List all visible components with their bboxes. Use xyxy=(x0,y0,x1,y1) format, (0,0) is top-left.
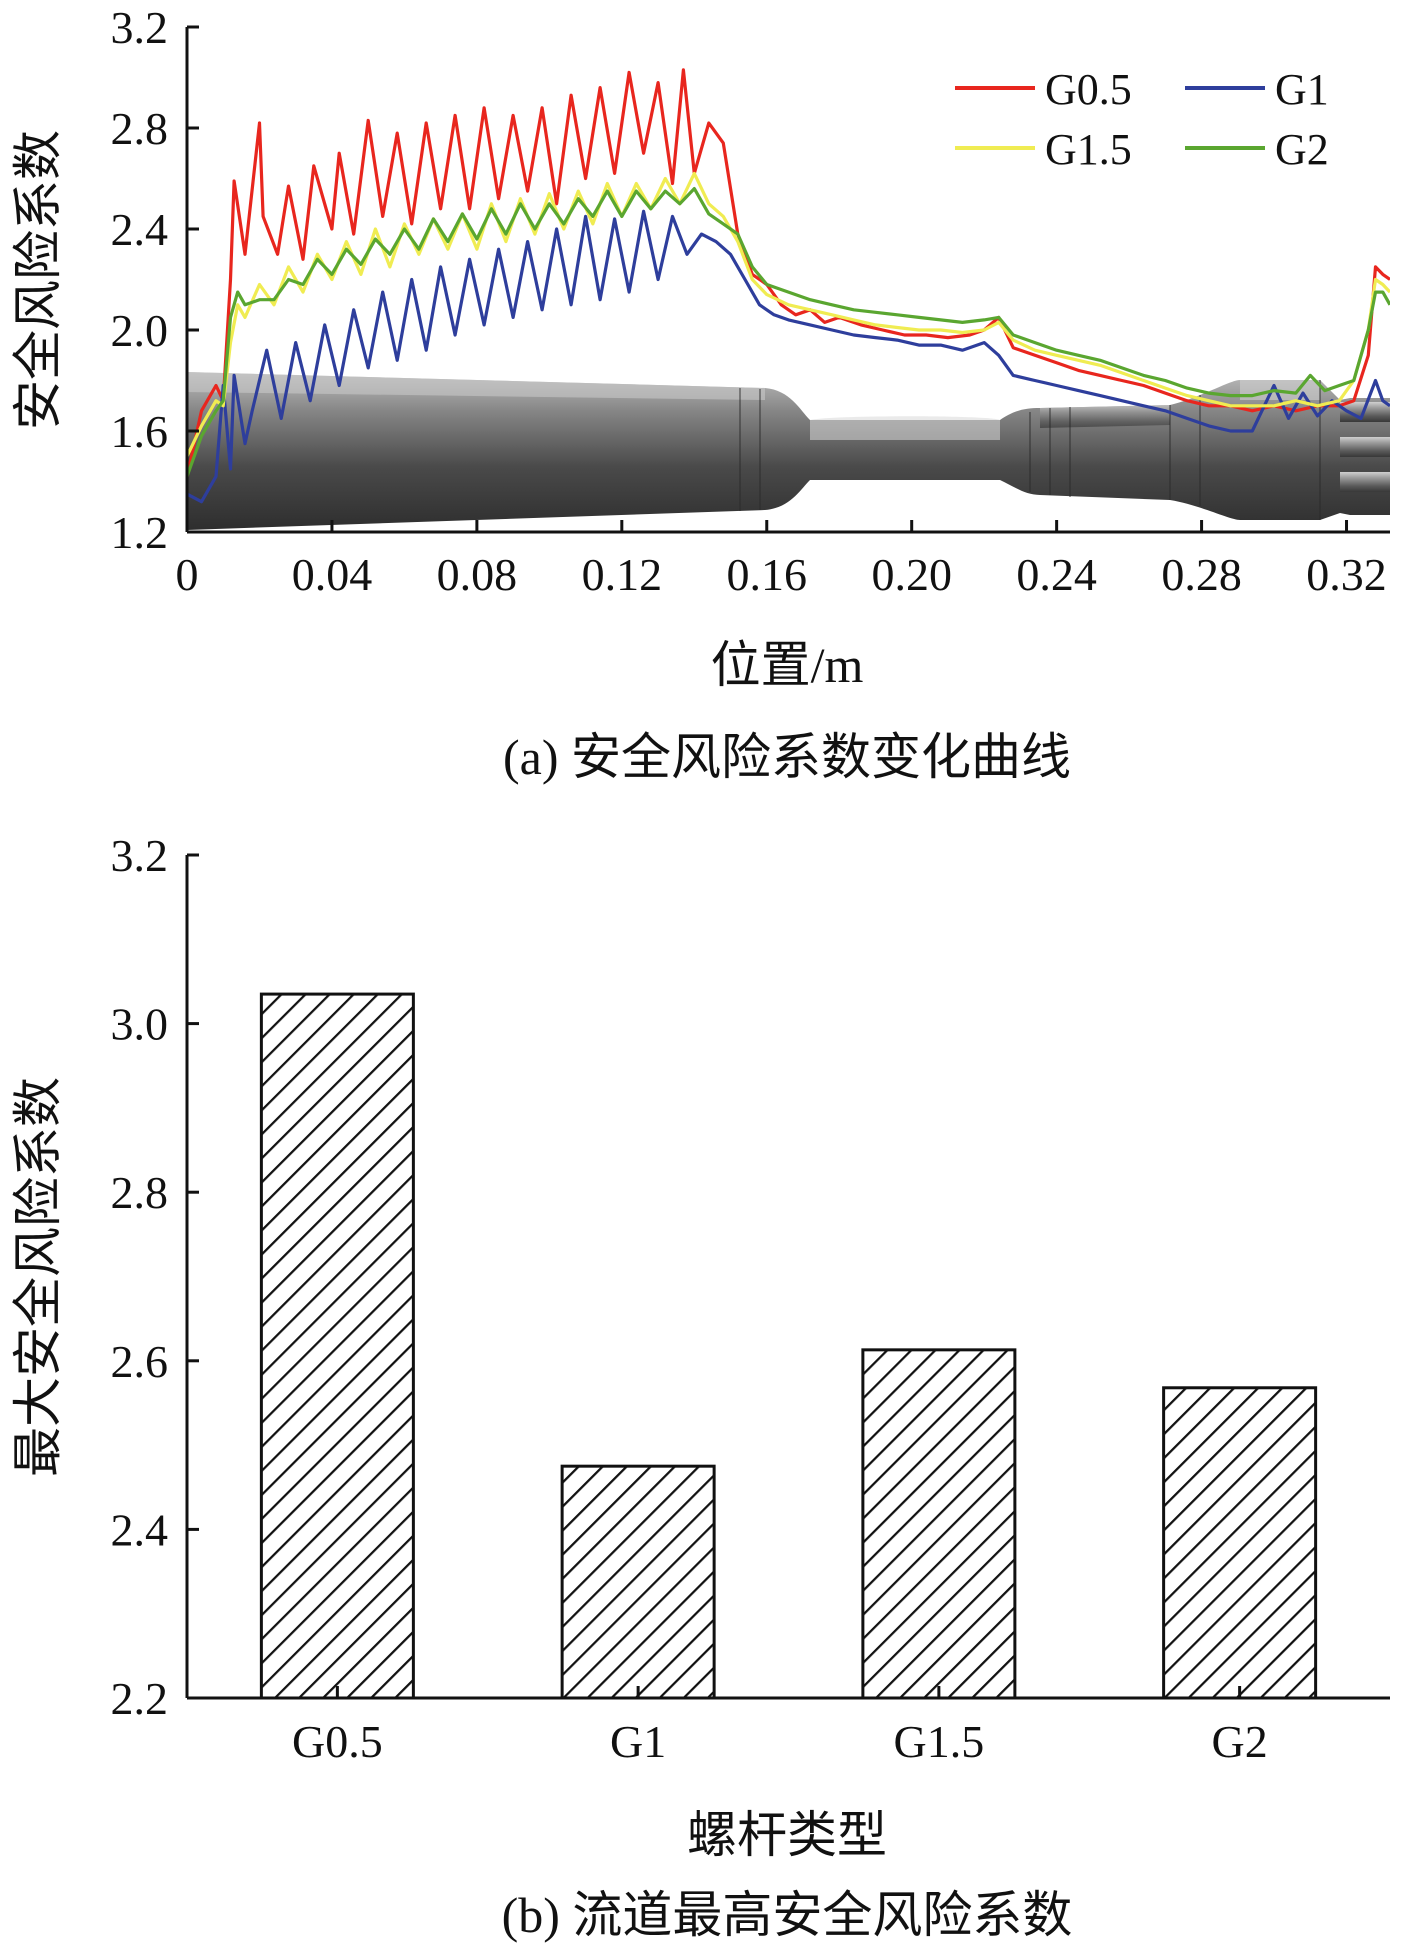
y-tick-label-b: 2.2 xyxy=(111,1673,169,1724)
category-label: G1.5 xyxy=(894,1716,985,1767)
axis-ticks-b: G0.5 G1 G1.5 G2 2.2 2.4 2.6 2.8 3.0 3.2 xyxy=(111,830,1268,1767)
y-tick-label-b: 3.0 xyxy=(111,999,169,1050)
category-label: G2 xyxy=(1212,1716,1268,1767)
legend: G0.5 G1 G1.5 G2 xyxy=(955,65,1329,174)
x-tick-label: 0.24 xyxy=(1016,549,1097,600)
y-tick-label: 2.4 xyxy=(111,204,169,255)
y-tick-label-b: 2.8 xyxy=(111,1167,169,1218)
y-tick-label-b: 2.4 xyxy=(111,1504,169,1555)
legend-label-g2: G2 xyxy=(1275,125,1329,174)
legend-label-g05: G0.5 xyxy=(1045,65,1132,114)
legend-label-g15: G1.5 xyxy=(1045,125,1132,174)
bars xyxy=(259,992,1318,1700)
y-tick-label: 3.2 xyxy=(111,2,169,53)
flow-channel-illustration xyxy=(187,372,1390,530)
y-tick-label-b: 2.6 xyxy=(111,1336,169,1387)
line-chart: 0 0.04 0.08 0.12 0.16 0.20 0.24 0.28 0.32 1.2 1.6 2… xyxy=(10,2,1390,785)
x-tick-label: 0.12 xyxy=(582,549,663,600)
x-axis-title-b: 螺杆类型 xyxy=(687,1807,887,1863)
y-tick-label: 1.6 xyxy=(111,406,169,457)
bar-G1.5 xyxy=(861,1348,1017,1700)
x-tick-label: 0.20 xyxy=(871,549,952,600)
series-line-G1 xyxy=(187,209,1390,504)
y-tick-label-b: 3.2 xyxy=(111,830,169,881)
x-tick-label: 0 xyxy=(176,549,199,600)
axis-ticks: 0 0.04 0.08 0.12 0.16 0.20 0.24 0.28 0.32 1.2 1.6 2… xyxy=(111,2,1387,600)
series-lines xyxy=(187,68,1390,504)
x-tick-label: 0.04 xyxy=(292,549,373,600)
caption-a: (a) 安全风险系数变化曲线 xyxy=(503,729,1071,785)
caption-b: (b) 流道最高安全风险系数 xyxy=(502,1887,1073,1943)
x-axis-title: 位置/m xyxy=(711,637,864,693)
bar-G1 xyxy=(560,1464,716,1700)
series-line-G2 xyxy=(187,187,1390,477)
x-tick-label: 0.08 xyxy=(437,549,518,600)
y-tick-label: 2.0 xyxy=(111,305,169,356)
x-tick-label: 0.32 xyxy=(1306,549,1387,600)
y-axis-title: 安全风险系数 xyxy=(10,130,66,430)
y-tick-label: 2.8 xyxy=(111,103,169,154)
bar-chart: G0.5 G1 G1.5 G2 2.2 2.4 2.6 2.8 3.0 3.2 螺杆类型 最大安全… xyxy=(10,830,1390,1943)
x-tick-label: 0.16 xyxy=(727,549,808,600)
y-tick-label: 1.2 xyxy=(111,507,169,558)
bar-G0.5 xyxy=(259,992,415,1700)
category-label: G1 xyxy=(610,1716,666,1767)
y-axis-title-b: 最大安全风险系数 xyxy=(10,1077,66,1477)
bar-G2 xyxy=(1162,1386,1318,1700)
category-label: G0.5 xyxy=(292,1716,383,1767)
x-tick-label: 0.28 xyxy=(1161,549,1242,600)
legend-label-g1: G1 xyxy=(1275,65,1329,114)
